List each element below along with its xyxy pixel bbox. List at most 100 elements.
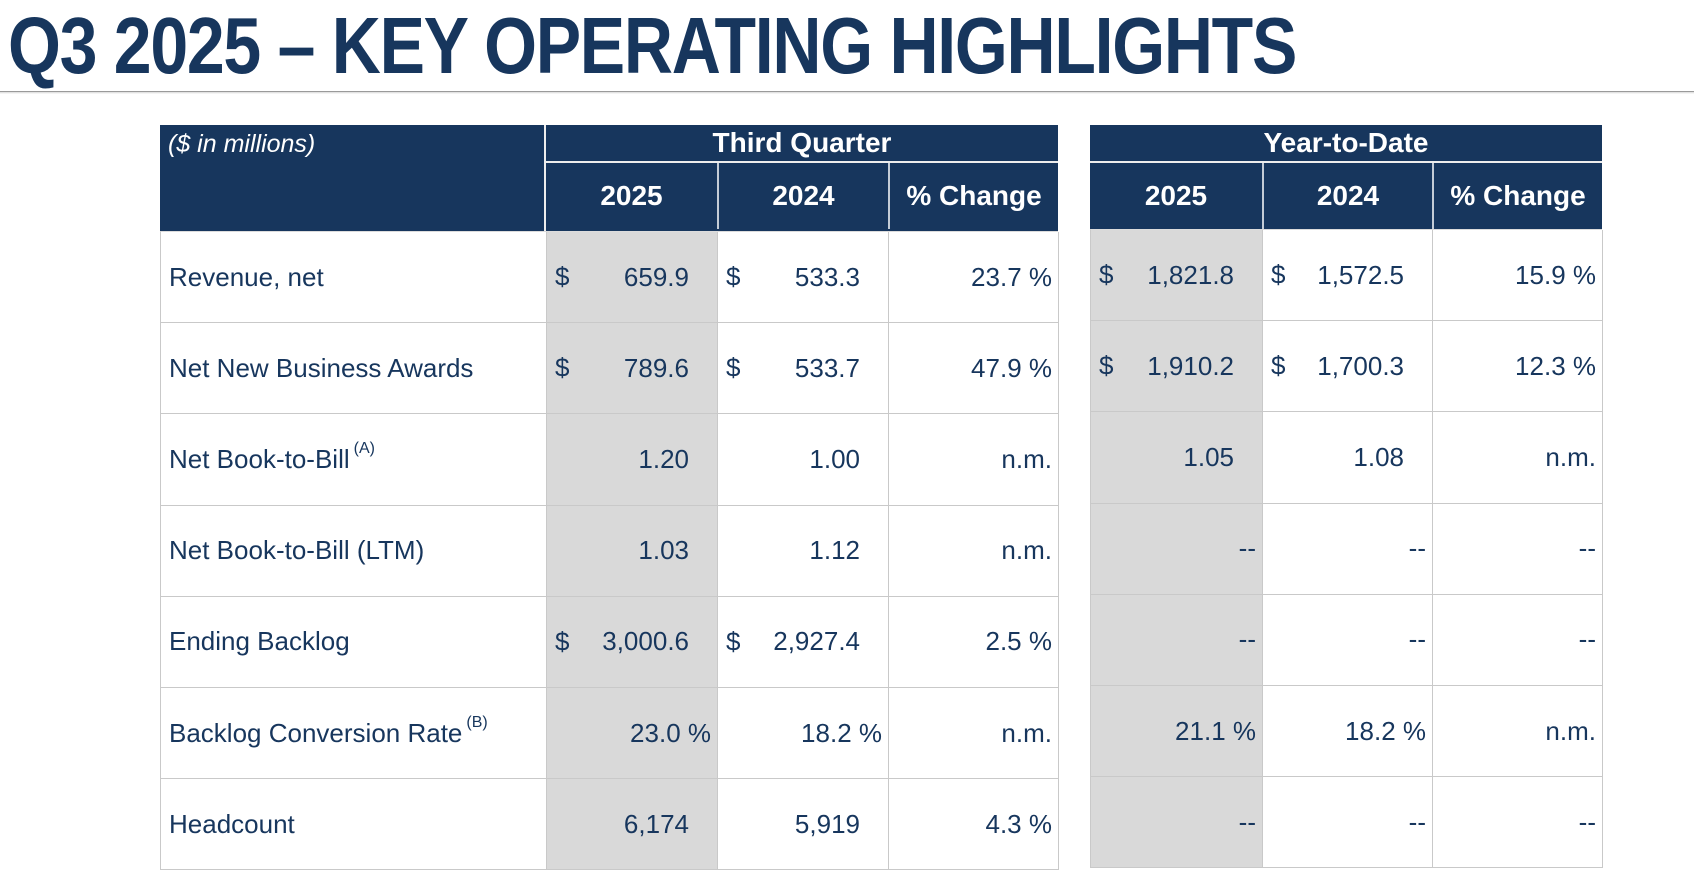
cell-value: n.m. [889,505,1059,597]
cell-value: 23.7 % [889,232,1059,324]
cell-text: 12.3 % [1515,350,1596,381]
cell-text: -- [1238,806,1256,837]
cell-text: 659.9 [623,261,689,292]
group-header-year-to-date: Year-to-Date [1090,125,1602,163]
cell-value: 18.2 % [718,687,889,780]
row-label: Net Book-to-Bill (LTM) [161,505,547,597]
cell-value: $3,000.6 [547,596,718,688]
cell-text: n.m. [1001,443,1052,474]
cell-value: $789.6 [547,323,718,415]
currency-symbol: $ [555,261,570,292]
cell-text: 1,821.8 [1147,259,1234,290]
cell-text: 18.2 % [1345,715,1426,746]
cell-value: -- [1263,777,1433,869]
cell-value: 15.9 % [1433,230,1603,322]
cell-value: 21.1 % [1091,685,1263,778]
cell-text: -- [1578,624,1596,655]
cell-text: -- [1408,624,1426,655]
cell-value: -- [1433,503,1603,595]
cell-value: -- [1433,777,1603,869]
table-row: 21.1 % 18.2 % n.m. [1091,685,1603,778]
currency-symbol: $ [1099,259,1114,290]
table-third-quarter: ($ in millions) Third Quarter 2025 2024 … [160,125,1059,871]
currency-symbol: $ [726,352,741,383]
cell-text: -- [1578,533,1596,564]
cell-text: 1.12 [809,535,860,566]
title-divider [0,91,1694,94]
cell-value: $1,572.5 [1263,230,1433,322]
cell-value: $1,910.2 [1091,321,1263,413]
cell-text: n.m. [1001,535,1052,566]
group-header-third-quarter: Third Quarter [546,125,1058,163]
cell-value: 2.5 % [889,596,1059,688]
cell-value: 1.05 [1091,412,1263,504]
row-label: Net New Business Awards [161,323,547,415]
table-row: -- -- -- [1091,777,1603,869]
cell-text: 23.0 % [630,717,711,748]
cell-value: n.m. [1433,685,1603,778]
table-body: Revenue, net $659.9 $533.3 23.7 % Net New Bu… [160,231,1059,871]
cell-value: 1.12 [718,505,889,597]
cell-value: 1.03 [547,505,718,597]
cell-text: 1.20 [638,443,689,474]
cell-value: $2,927.4 [718,596,889,688]
table-row: -- -- -- [1091,594,1603,686]
currency-symbol: $ [1271,350,1286,381]
cell-value: -- [1433,594,1603,686]
row-label: Headcount [161,779,547,871]
cell-text: n.m. [1545,441,1596,472]
cell-value: 1.00 [718,414,889,506]
table-row: Net Book-to-Bill (LTM) 1.03 1.12 n.m. [161,505,1059,597]
cell-text: 5,919 [794,808,860,839]
cell-text: 2.5 % [985,626,1053,657]
currency-symbol: $ [726,261,741,292]
cell-text: n.m. [1001,717,1052,748]
row-label: Revenue, net [161,232,547,324]
cell-value: 47.9 % [889,323,1059,415]
row-label-text: Revenue, net [169,261,324,292]
cell-value: -- [1091,777,1263,869]
cell-text: 1,910.2 [1147,350,1234,381]
cell-value: -- [1263,594,1433,686]
currency-symbol: $ [1271,259,1286,290]
units-note: ($ in millions) [160,125,546,231]
cell-text: 1.08 [1353,441,1404,472]
row-label-text: Headcount [169,808,295,839]
cell-text: 47.9 % [971,352,1052,383]
table-row: Net New Business Awards $789.6 $533.7 47.9 … [161,323,1059,415]
table-row: $1,821.8 $1,572.5 15.9 % [1091,230,1603,322]
cell-value: -- [1091,594,1263,686]
column-header-2024: 2024 [1262,163,1432,229]
table-row: -- -- -- [1091,503,1603,595]
table-header: Year-to-Date 2025 2024 % Change [1090,125,1602,229]
cell-text: n.m. [1545,715,1596,746]
superscript-marker: (B) [466,714,488,732]
row-label: Net Book-to-Bill (A) [161,414,547,506]
cell-value: 5,919 [718,779,889,871]
currency-symbol: $ [555,352,570,383]
cell-text: 18.2 % [801,717,882,748]
cell-value: 18.2 % [1263,685,1433,778]
cell-value: -- [1263,503,1433,595]
column-header-pct-change: % Change [1432,163,1602,229]
table-header: ($ in millions) Third Quarter 2025 2024 … [160,125,1058,231]
cell-text: 1.00 [809,443,860,474]
row-label-text: Ending Backlog [169,626,350,657]
row-label: Ending Backlog [161,596,547,688]
table-body: $1,821.8 $1,572.5 15.9 % $1,910.2 $1,700.3 12… [1090,229,1603,869]
table-row: $1,910.2 $1,700.3 12.3 % [1091,321,1603,413]
cell-value: n.m. [889,687,1059,780]
currency-symbol: $ [555,626,570,657]
cell-text: 533.3 [794,261,860,292]
cell-text: -- [1238,533,1256,564]
cell-text: 15.9 % [1515,259,1596,290]
table-row: Net Book-to-Bill (A) 1.20 1.00 n.m. [161,414,1059,506]
cell-value: $533.3 [718,232,889,324]
cell-value: 6,174 [547,779,718,871]
currency-symbol: $ [726,626,741,657]
column-header-2024: 2024 [717,163,888,229]
cell-text: -- [1408,533,1426,564]
cell-value: $533.7 [718,323,889,415]
cell-value: 1.08 [1263,412,1433,504]
